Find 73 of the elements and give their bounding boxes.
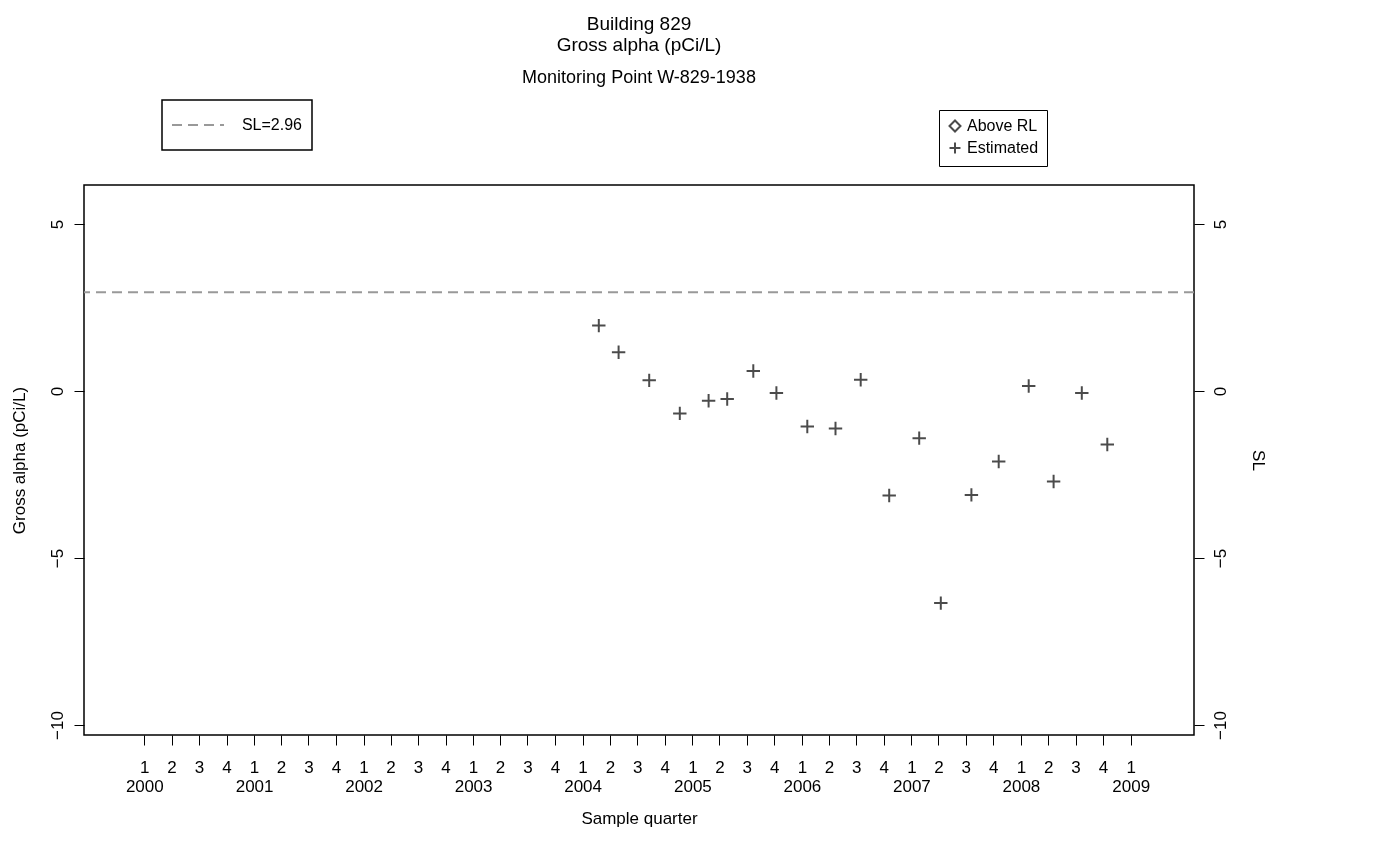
x-tick-label: 1 2009 <box>1112 757 1151 796</box>
x-tick-label: 4 <box>660 757 671 777</box>
x-tick-label: 4 <box>550 757 561 777</box>
point <box>990 453 1007 470</box>
chart-title: Building 829 Gross alpha (pCi/L) <box>556 13 722 56</box>
y2-tick-label: 0 <box>1210 386 1230 397</box>
x-tick-label: 3 <box>961 757 971 777</box>
point <box>1045 473 1062 490</box>
point <box>1020 378 1037 394</box>
x-tick-label: 1 2000 <box>125 757 164 796</box>
x-tick-label: 4 <box>331 757 342 777</box>
x-tick-label: 4 <box>1098 757 1109 777</box>
x-tick-label: 1 2004 <box>564 757 603 796</box>
x-tick-label: 2 <box>715 757 725 777</box>
x-tick-label: 2 <box>934 757 944 777</box>
point <box>591 317 607 334</box>
y-axis-title: Gross alpha (pCi/L) <box>9 386 29 535</box>
point <box>963 487 980 503</box>
y-tick-label: 5 <box>47 219 67 230</box>
point <box>881 487 897 504</box>
x-tick-label: 3 <box>523 757 533 777</box>
x-tick-label: 3 <box>413 757 424 777</box>
point <box>933 595 949 611</box>
x-tick-label: 2 <box>605 757 616 777</box>
x-tick-label: 3 <box>851 757 862 777</box>
y2-tick-label: −10 <box>1210 711 1230 740</box>
x-tick-label: 3 <box>1071 757 1081 777</box>
y2-tick-label: −5 <box>1210 548 1230 569</box>
x-tick-label: 1 2006 <box>783 757 822 796</box>
x-tick-label: 2 <box>386 757 396 777</box>
x-tick-label: 1 2008 <box>1002 757 1041 796</box>
x-tick-label: 2 <box>495 757 506 777</box>
point <box>827 420 844 437</box>
x-tick-label: 1 2003 <box>454 757 493 796</box>
point <box>719 391 735 407</box>
point <box>641 372 657 389</box>
point <box>745 363 762 379</box>
point <box>672 405 688 422</box>
x-tick-label: 1 2005 <box>673 757 712 796</box>
point <box>1099 436 1116 453</box>
point <box>911 430 927 446</box>
point <box>852 371 869 388</box>
y2-tick-label: 5 <box>1210 219 1230 230</box>
x-tick-label: 4 <box>222 757 232 777</box>
x-tick-label: 1 2001 <box>235 757 274 796</box>
y2-axis-title: SL <box>1248 450 1268 471</box>
y-tick-label: −10 <box>47 711 67 740</box>
legend-label: SL=2.96 <box>241 116 303 133</box>
x-tick-label: 3 <box>632 757 643 777</box>
x-tick-label: 4 <box>770 757 780 777</box>
point <box>610 344 627 361</box>
x-tick-label: 1 2007 <box>892 757 931 796</box>
x-tick-label: 3 <box>304 757 314 777</box>
x-tick-label: 3 <box>742 757 752 777</box>
x-tick-label: 2 <box>276 757 287 777</box>
point <box>700 393 717 409</box>
point <box>1074 385 1090 401</box>
point <box>799 418 816 435</box>
x-axis-title: Sample quarter <box>581 808 698 828</box>
chart-subtitle: Monitoring Point W-829-1938 <box>522 67 756 88</box>
x-tick-label: 4 <box>441 757 451 777</box>
point <box>768 385 785 401</box>
x-tick-label: 1 2002 <box>345 757 384 796</box>
x-tick-label: 4 <box>879 757 890 777</box>
y-tick-label: 0 <box>47 386 67 397</box>
x-tick-label: 2 <box>824 757 835 777</box>
x-tick-label: 4 <box>989 757 999 777</box>
y-tick-label: −5 <box>47 548 67 569</box>
x-tick-label: 2 <box>1043 757 1054 777</box>
legend-label: Above RL <box>967 117 1038 134</box>
x-tick-label: 3 <box>194 757 205 777</box>
legend-label: Estimated <box>967 139 1039 156</box>
x-tick-label: 2 <box>167 757 177 777</box>
